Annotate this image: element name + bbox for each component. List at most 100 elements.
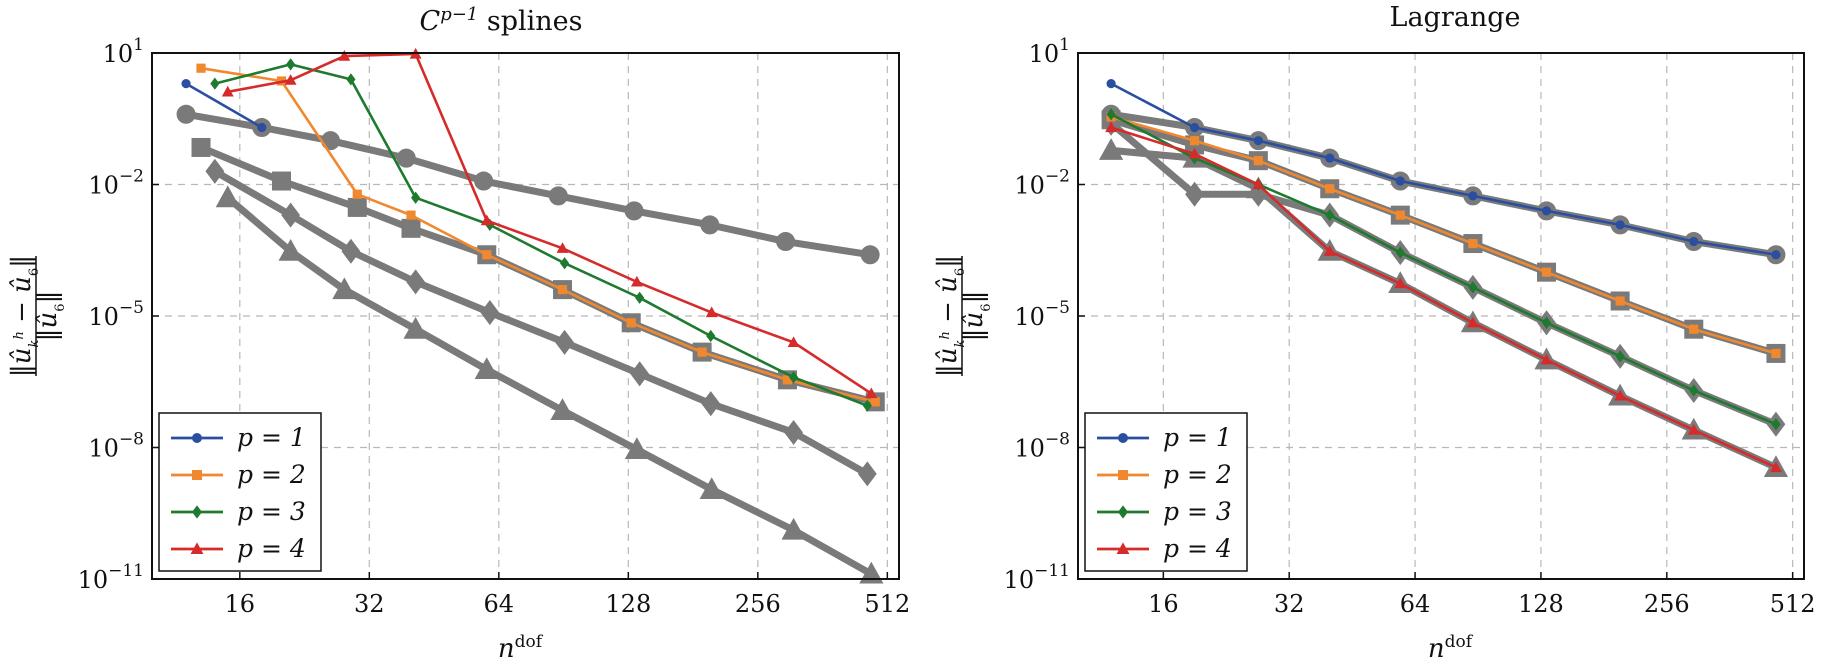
x-axis: 16 32 64 128 256 512 xyxy=(1148,572,1816,618)
data-point xyxy=(181,79,191,89)
data-point xyxy=(1468,238,1478,249)
series-line xyxy=(1110,113,1777,426)
data-point xyxy=(1189,122,1200,133)
y-tick-label: 10−11 xyxy=(78,561,144,594)
data-point xyxy=(1689,384,1699,397)
y-axis: 10−11 10−8 10−5 10−2 101 xyxy=(1004,35,1085,594)
chart-splines: Cp−1 splines 16 32 64 128 256 512 10−1110−810… xyxy=(7,4,910,663)
reference-point xyxy=(555,329,574,355)
chart-title: Lagrange xyxy=(1390,2,1521,33)
data-point xyxy=(1252,178,1265,190)
data-point xyxy=(1687,423,1700,435)
data-point xyxy=(1541,206,1552,216)
x-tick-label: 64 xyxy=(1400,590,1431,618)
data-point xyxy=(1614,389,1627,401)
data-point xyxy=(635,291,645,304)
reference-point xyxy=(403,316,428,339)
legend-marker xyxy=(1118,505,1128,519)
series-p2 xyxy=(1106,112,1781,359)
reference-point xyxy=(480,299,500,326)
reference-point xyxy=(406,269,426,295)
y-tick-label: 10−5 xyxy=(88,298,144,331)
reference-point xyxy=(701,391,721,417)
reference-point xyxy=(474,171,494,191)
x-tick-label: 128 xyxy=(605,590,651,618)
data-point xyxy=(1468,191,1478,201)
legend-marker xyxy=(1118,469,1129,480)
data-point xyxy=(557,285,568,295)
data-point xyxy=(1395,246,1405,259)
legend-item: p = 4 xyxy=(171,534,306,563)
legend-marker xyxy=(191,469,202,480)
reference-point xyxy=(205,158,225,184)
reference-point xyxy=(332,277,357,300)
data-point xyxy=(1394,277,1407,289)
data-point xyxy=(1689,236,1699,247)
reference-point xyxy=(215,185,240,208)
data-point xyxy=(870,397,880,407)
reference-point xyxy=(401,218,421,238)
data-point xyxy=(352,189,362,199)
data-point xyxy=(1615,296,1625,306)
reference-point xyxy=(630,361,650,387)
data-point xyxy=(788,371,799,384)
data-point xyxy=(630,275,643,287)
series-line xyxy=(227,52,873,395)
y-tick-label: 10−11 xyxy=(1004,561,1070,594)
legend-label: p = 3 xyxy=(237,497,306,526)
data-point xyxy=(1325,153,1335,163)
reference-point xyxy=(699,477,724,500)
data-point xyxy=(865,387,878,399)
reference-line-path xyxy=(199,144,877,406)
reference-point xyxy=(781,517,806,540)
legend-marker xyxy=(192,505,202,519)
reference-line-path xyxy=(225,195,874,578)
series-p4 xyxy=(1105,121,1782,473)
reference-point xyxy=(550,398,575,420)
series-p1 xyxy=(1106,79,1781,260)
data-point xyxy=(284,74,297,85)
svg-text:‖û6‖: ‖û6‖ xyxy=(959,290,994,341)
legend: p = 1 p = 2 p = 3 p = 4 xyxy=(158,412,322,572)
reference-point xyxy=(624,201,644,221)
data-point xyxy=(1771,250,1781,260)
series-line xyxy=(185,82,263,129)
reference-point xyxy=(860,245,880,265)
svg-text:‖û6‖: ‖û6‖ xyxy=(33,290,68,341)
series-layer xyxy=(1099,79,1789,477)
y-axis: 10−11 10−8 10−5 10−2 101 xyxy=(78,35,159,594)
data-point xyxy=(1189,136,1200,146)
reference-point xyxy=(1099,138,1124,160)
legend-item: p = 3 xyxy=(1097,497,1232,526)
x-axis: 16 32 64 128 256 512 xyxy=(225,572,910,618)
data-point xyxy=(1770,461,1782,473)
y-tick-label: 101 xyxy=(1029,35,1070,68)
x-axis-label: ndof xyxy=(498,632,544,663)
legend-label: p = 1 xyxy=(237,423,306,452)
series-p2 xyxy=(196,63,880,407)
series-layer xyxy=(176,47,885,584)
legend-item: p = 4 xyxy=(1097,534,1232,563)
data-point xyxy=(1253,136,1263,146)
legend-marker xyxy=(191,432,202,443)
data-point xyxy=(1106,108,1116,121)
legend-label: p = 4 xyxy=(237,534,306,563)
data-point xyxy=(1395,176,1405,186)
data-point xyxy=(411,191,421,204)
data-point xyxy=(480,214,493,226)
reference-point xyxy=(396,148,416,168)
legend-marker xyxy=(190,542,204,554)
reference-line-3 xyxy=(205,158,877,487)
legend-label: p = 1 xyxy=(1163,423,1232,452)
x-tick-label: 256 xyxy=(735,590,781,618)
legend-item: p = 3 xyxy=(171,497,306,526)
data-point xyxy=(1541,316,1552,329)
legend-item: p = 1 xyxy=(1097,423,1232,452)
x-tick-label: 32 xyxy=(354,590,385,618)
reference-point xyxy=(548,186,568,206)
y-tick-label: 10−8 xyxy=(1014,430,1070,463)
y-tick-label: 10−8 xyxy=(88,430,144,463)
data-point xyxy=(1466,316,1479,328)
series-line xyxy=(214,63,868,407)
